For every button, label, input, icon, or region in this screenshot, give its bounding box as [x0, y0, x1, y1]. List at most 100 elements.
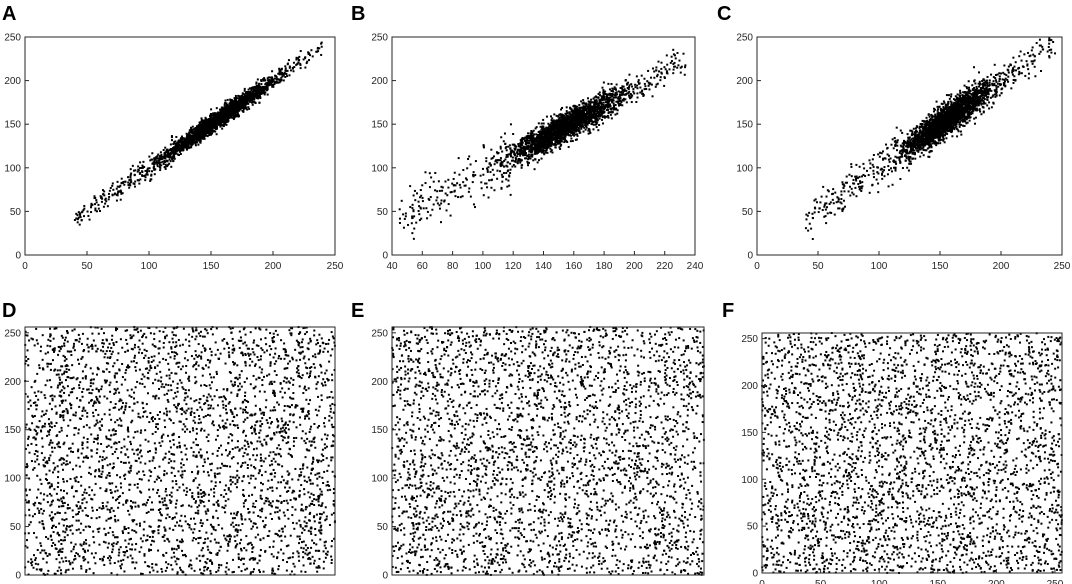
data-point	[189, 128, 192, 131]
data-point	[617, 90, 620, 93]
data-point	[138, 172, 141, 175]
data-point	[192, 141, 195, 144]
data-point	[264, 91, 267, 94]
data-point	[184, 144, 187, 147]
data-point	[179, 149, 182, 152]
data-point	[597, 129, 600, 132]
data-point	[534, 158, 537, 161]
data-point	[277, 78, 280, 81]
data-point	[545, 135, 548, 138]
data-point	[611, 87, 614, 90]
data-point	[182, 149, 185, 152]
data-point	[211, 117, 214, 120]
data-point	[234, 114, 237, 117]
data-point	[444, 192, 447, 195]
data-point	[487, 166, 490, 169]
data-point	[570, 137, 573, 140]
data-point	[79, 212, 82, 215]
data-point	[590, 98, 593, 101]
data-point	[400, 199, 403, 202]
data-point	[203, 134, 206, 137]
data-point	[537, 142, 540, 145]
data-point	[141, 174, 144, 177]
data-point	[242, 92, 245, 95]
data-point	[549, 150, 552, 153]
data-point	[173, 150, 176, 153]
data-point	[551, 132, 554, 135]
data-point	[428, 172, 431, 175]
data-point	[609, 94, 612, 97]
data-point	[304, 66, 307, 69]
data-point	[542, 148, 545, 151]
data-point	[514, 156, 517, 159]
data-point	[195, 127, 198, 130]
data-point	[426, 217, 429, 220]
data-point	[267, 80, 270, 83]
data-point	[417, 209, 420, 212]
data-point	[459, 196, 462, 199]
data-point	[299, 62, 302, 65]
data-point	[111, 184, 114, 187]
data-point	[541, 126, 544, 129]
data-point	[491, 178, 494, 181]
data-point	[519, 139, 522, 142]
data-point	[210, 116, 213, 119]
data-point	[607, 102, 610, 105]
data-point	[172, 159, 175, 162]
data-point	[129, 178, 132, 181]
data-point	[250, 91, 253, 94]
data-point	[560, 139, 563, 142]
data-point	[230, 107, 233, 110]
data-point	[488, 179, 491, 182]
data-point	[582, 106, 585, 109]
data-point	[275, 77, 278, 80]
data-point	[164, 155, 167, 158]
data-point	[566, 124, 569, 127]
data-point	[299, 67, 302, 70]
data-point	[578, 117, 581, 120]
data-point	[602, 94, 605, 97]
data-point	[564, 116, 567, 119]
data-point	[581, 108, 584, 111]
data-point	[636, 84, 639, 87]
data-point	[486, 170, 489, 173]
data-point	[676, 51, 679, 54]
data-point	[565, 114, 568, 117]
data-point	[263, 93, 266, 96]
data-point	[493, 163, 496, 166]
data-point	[673, 61, 676, 64]
data-point	[579, 123, 582, 126]
data-point	[234, 113, 237, 116]
data-point	[158, 162, 161, 165]
data-point	[222, 111, 225, 114]
data-point	[530, 130, 533, 133]
data-point	[412, 194, 415, 197]
data-point	[265, 82, 268, 85]
data-point	[557, 139, 560, 142]
data-point	[158, 157, 161, 160]
data-point	[578, 108, 581, 111]
data-point	[542, 149, 545, 152]
data-point	[573, 134, 576, 137]
data-point	[192, 132, 195, 135]
data-point	[495, 151, 498, 154]
data-point	[179, 148, 182, 151]
data-point	[199, 139, 202, 142]
data-point	[97, 207, 100, 210]
data-point	[79, 214, 82, 217]
data-point	[259, 96, 262, 99]
data-point	[194, 129, 197, 132]
data-point	[154, 158, 157, 161]
data-point	[609, 96, 612, 99]
data-point	[178, 148, 181, 151]
data-point	[153, 168, 156, 171]
data-point	[415, 221, 418, 224]
data-point	[582, 108, 585, 111]
data-point	[672, 53, 675, 56]
data-point	[505, 171, 508, 174]
data-point	[507, 179, 510, 182]
data-point	[491, 156, 494, 159]
data-point	[181, 145, 184, 148]
data-point	[613, 108, 616, 111]
